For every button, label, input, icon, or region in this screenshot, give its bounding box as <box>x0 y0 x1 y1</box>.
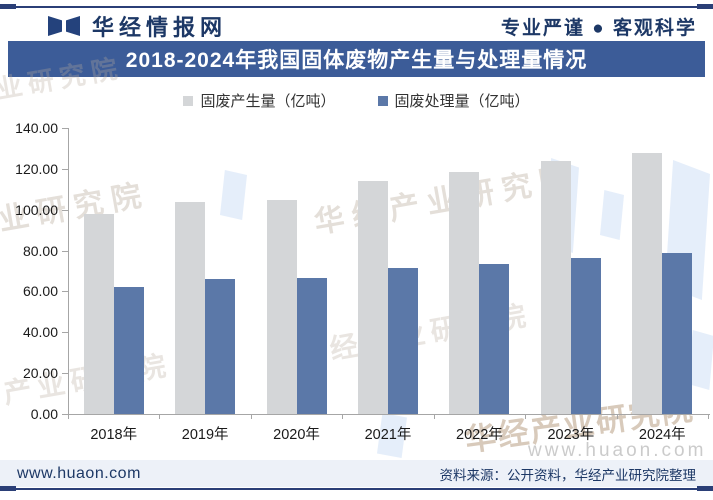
y-axis-label: 20.00 <box>22 365 58 382</box>
y-axis-label: 80.00 <box>22 242 58 259</box>
legend-label: 固废产生量（亿吨） <box>200 93 336 110</box>
y-axis-label: 140.00 <box>15 120 58 136</box>
x-axis-label: 2022年 <box>456 427 503 443</box>
y-axis-label: 120.00 <box>15 160 58 177</box>
page-title: 2018-2024年我国固体废物产生量与处理量情况 <box>125 49 588 72</box>
bottom-divider-right-cap <box>697 486 713 491</box>
y-axis-tick <box>62 209 68 211</box>
top-divider-left-cap <box>0 4 16 9</box>
x-axis-label: 2020年 <box>273 427 320 443</box>
y-axis-tick <box>62 373 68 375</box>
brand-name: 华经情报网 <box>92 15 228 40</box>
bar-production-2020年 <box>266 199 297 414</box>
x-axis-tick <box>708 414 709 419</box>
y-axis-label: 100.00 <box>15 201 58 218</box>
chart-legend: 固废产生量（亿吨） 固废处理量（亿吨） <box>0 90 713 111</box>
x-axis-line <box>68 414 710 415</box>
x-axis-tick <box>68 414 69 419</box>
x-axis-tick <box>159 414 161 419</box>
bar-production-2022年 <box>449 172 480 414</box>
y-axis-tick <box>62 414 68 415</box>
bar-treatment-2018年 <box>113 287 144 414</box>
y-axis-tick <box>62 291 68 293</box>
legend-swatch-icon <box>377 95 388 106</box>
footer-source-note: 资料来源：公开资料，华经产业研究院整理 <box>439 467 697 483</box>
bar-treatment-2020年 <box>296 277 327 414</box>
bar-production-2019年 <box>175 202 206 414</box>
y-axis-tick <box>62 332 68 334</box>
x-axis-tick <box>250 414 252 419</box>
x-axis-tick <box>342 414 344 419</box>
x-axis-tick <box>616 414 618 419</box>
legend-label: 固废处理量（亿吨） <box>394 93 530 110</box>
huajing-logo-icon <box>48 14 82 38</box>
bar-treatment-2023年 <box>570 257 601 414</box>
y-axis-tick <box>62 168 68 170</box>
x-axis-label: 2024年 <box>638 427 686 443</box>
bar-production-2024年 <box>632 153 663 414</box>
bottom-divider-left-cap <box>0 486 16 491</box>
y-axis-label: 0.00 <box>30 406 58 422</box>
x-axis-label: 2018年 <box>90 427 138 443</box>
header-tagline: 专业严谨 ● 客观科学 <box>500 18 697 39</box>
x-axis-tick <box>525 414 527 419</box>
brand: 华经情报网 <box>48 10 227 42</box>
x-axis-label: 2021年 <box>364 427 412 443</box>
y-axis-line <box>68 128 69 414</box>
bar-production-2018年 <box>83 214 114 414</box>
bar-treatment-2019年 <box>205 279 236 414</box>
footer-site-url: www.huaon.com <box>17 464 141 482</box>
bottom-divider-line <box>0 488 713 490</box>
bar-treatment-2024年 <box>662 253 693 414</box>
top-divider-line <box>0 6 713 8</box>
y-axis-tick <box>62 128 68 129</box>
bar-production-2023年 <box>540 160 571 414</box>
legend-swatch-icon <box>183 95 194 106</box>
y-axis-tick <box>62 250 68 252</box>
y-axis-label: 60.00 <box>22 283 58 300</box>
x-axis-tick <box>433 414 435 419</box>
top-divider-right-cap <box>697 4 713 9</box>
footer: www.huaon.com 资料来源：公开资料，华经产业研究院整理 <box>0 460 713 487</box>
bar-treatment-2021年 <box>388 267 418 414</box>
y-axis-label: 40.00 <box>22 324 58 341</box>
bar-treatment-2022年 <box>479 263 510 414</box>
x-axis-label: 2019年 <box>181 427 229 443</box>
x-axis-label: 2023年 <box>547 427 595 443</box>
title-bar: 2018-2024年我国固体废物产生量与处理量情况 <box>8 41 705 77</box>
bar-production-2021年 <box>358 181 388 414</box>
legend-item: 固废处理量（亿吨） <box>377 90 530 111</box>
legend-item: 固废产生量（亿吨） <box>183 90 336 111</box>
header: 华经情报网 专业严谨 ● 客观科学 <box>0 10 713 40</box>
